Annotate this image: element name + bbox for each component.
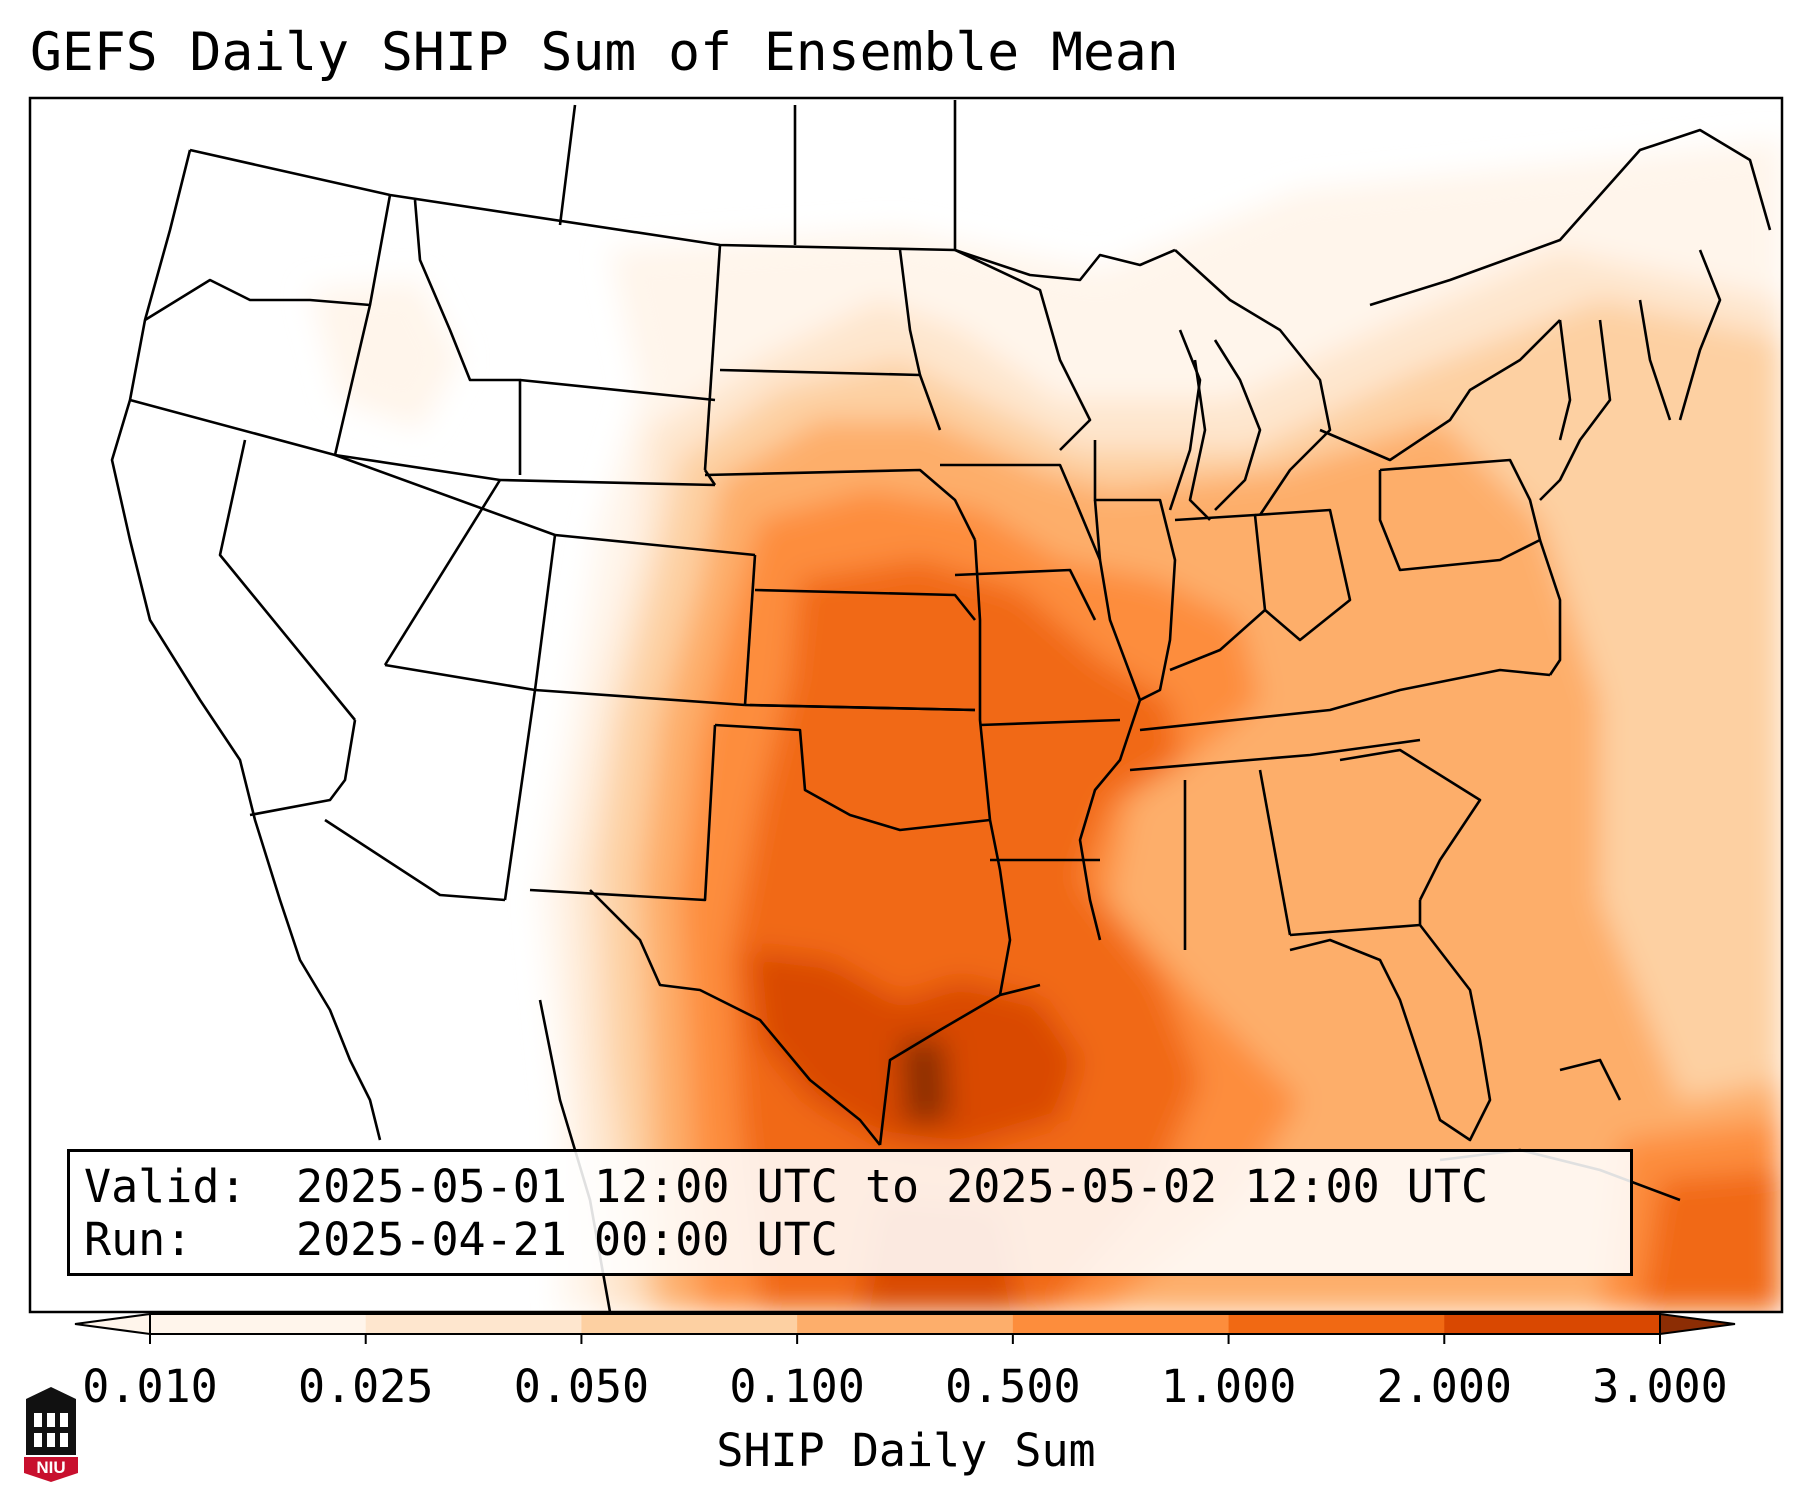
colorbar-tick-label: 0.010 [82,1360,218,1413]
ship-level-0010-west [310,280,460,430]
state-borders [110,100,1772,1312]
colorbar-segment-2 [581,1314,798,1334]
ship-level-3000 [900,1040,950,1125]
run-label: Run: [84,1213,193,1266]
valid-value: 2025-05-01 12:00 UTC to 2025-05-02 12:00… [296,1160,1489,1213]
ship-field [30,98,1782,1312]
run-value: 2025-04-21 00:00 UTC [296,1213,838,1266]
map-title: GEFS Daily SHIP Sum of Ensemble Mean [30,22,1179,83]
colorbar-tick-label: 0.500 [945,1360,1081,1413]
colorbar-tick-label: 0.050 [513,1360,650,1413]
colorbar-tick-label: 3.000 [1592,1360,1728,1413]
colorbar-segment-4 [1012,1314,1230,1334]
valid-label: Valid: [84,1160,247,1213]
colorbar-segment-0 [150,1314,367,1334]
ship-level-1000 [730,560,1200,1312]
colorbar-extend-min [74,1312,151,1336]
niu-logo: NIU [21,1386,81,1482]
colorbar-title: SHIP Daily Sum [716,1424,1096,1477]
colorbar-tick-label: 1.000 [1160,1360,1297,1413]
niu-logo-text: NIU [36,1458,65,1477]
colorbar-outline [149,1313,1661,1335]
map-frame [28,96,1784,1314]
valid-row: Valid: 2025-05-01 12:00 UTC to 2025-05-02… [84,1160,1616,1213]
colorbar-segment-3 [797,1314,1014,1334]
colorbar-segment-6 [1444,1314,1661,1334]
colorbar-segment-5 [1228,1314,1445,1334]
colorbar-tick-label: 0.100 [729,1360,865,1413]
colorbar [74,1312,1736,1344]
colorbar-tick-label: 0.025 [297,1360,434,1413]
ship-level-1000-atlantic [1640,1170,1782,1312]
colorbar-segment-1 [365,1314,582,1334]
colorbar-tick-label: 2.000 [1376,1360,1513,1413]
valid-run-info: Valid: 2025-05-01 12:00 UTC to 2025-05-02… [67,1149,1633,1276]
run-row: Run: 2025-04-21 00:00 UTC [84,1213,1616,1266]
colorbar-extend-max [1659,1312,1736,1336]
